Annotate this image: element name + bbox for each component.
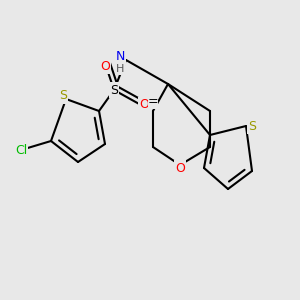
Text: O: O (175, 161, 185, 175)
Text: S: S (59, 89, 67, 103)
Text: N: N (115, 50, 125, 64)
Text: Cl: Cl (15, 143, 27, 157)
Text: S: S (110, 83, 118, 97)
Text: O: O (139, 98, 149, 112)
Text: =: = (148, 95, 158, 109)
Text: O: O (100, 59, 110, 73)
Text: H: H (116, 64, 124, 74)
Text: S: S (248, 119, 256, 133)
